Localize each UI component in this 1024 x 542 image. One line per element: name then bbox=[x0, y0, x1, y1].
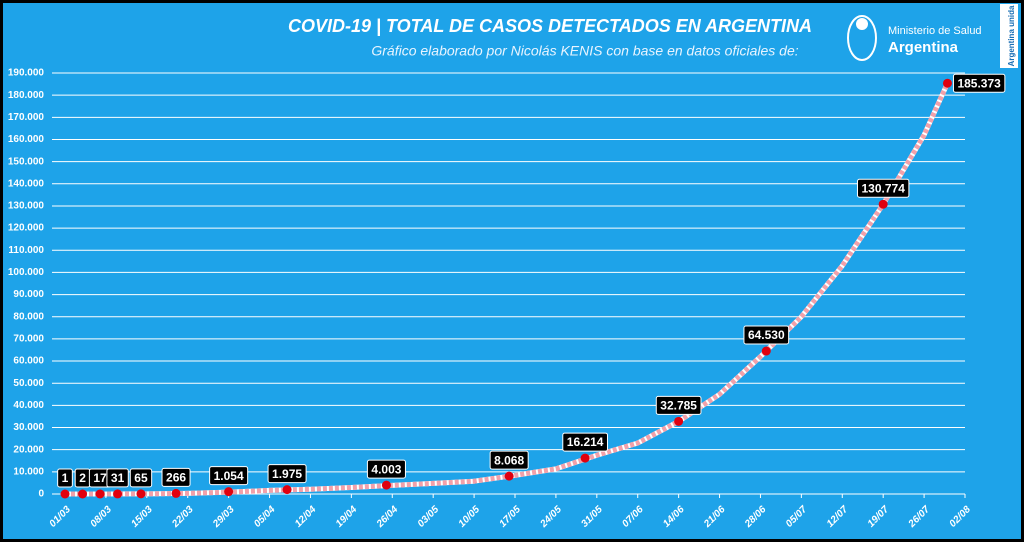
y-tick-label: 10.000 bbox=[13, 466, 44, 477]
value-label: 1.054 bbox=[209, 466, 249, 486]
value-label-text: 31 bbox=[111, 471, 125, 485]
value-label: 31 bbox=[106, 468, 129, 488]
value-label-text: 2 bbox=[79, 471, 86, 485]
point bbox=[504, 471, 514, 481]
y-tick-label: 110.000 bbox=[8, 245, 44, 256]
value-label-box bbox=[366, 459, 406, 479]
value-label: 16.214 bbox=[562, 432, 608, 452]
y-tick-label: 0 bbox=[38, 489, 44, 500]
logo-text: Argentina bbox=[888, 39, 959, 56]
value-label: 185.373 bbox=[952, 73, 1006, 93]
value-label-text: 32.785 bbox=[660, 399, 697, 413]
value-label-text: 64.530 bbox=[748, 328, 785, 342]
value-label-text: 8.068 bbox=[494, 453, 524, 467]
value-label: 266 bbox=[161, 467, 191, 487]
value-label-text: 266 bbox=[166, 471, 186, 485]
value-label: 1 bbox=[57, 468, 73, 488]
value-label: 32.785 bbox=[655, 395, 702, 415]
value-label-text: 1.054 bbox=[214, 469, 244, 483]
logo-text: Ministerio de Salud bbox=[888, 25, 982, 37]
y-tick-label: 70.000 bbox=[13, 334, 44, 345]
y-tick-label: 140.000 bbox=[8, 178, 45, 189]
y-tick-label: 20.000 bbox=[13, 444, 44, 455]
value-label: 17 bbox=[88, 468, 112, 488]
value-label-box bbox=[489, 450, 529, 470]
value-label-text: 16.214 bbox=[567, 435, 604, 449]
y-tick-label: 170.000 bbox=[8, 112, 45, 123]
value-label: 4.003 bbox=[366, 459, 406, 479]
value-label: 65 bbox=[129, 468, 153, 488]
point bbox=[78, 489, 88, 499]
point bbox=[95, 489, 105, 499]
point bbox=[761, 346, 771, 356]
point bbox=[136, 489, 146, 499]
y-tick-label: 80.000 bbox=[13, 311, 44, 322]
value-label-box bbox=[209, 466, 249, 486]
y-tick-label: 60.000 bbox=[13, 356, 44, 367]
value-label-box bbox=[952, 73, 1006, 93]
point bbox=[942, 78, 952, 88]
value-label: 64.530 bbox=[743, 325, 790, 345]
value-label-text: 1 bbox=[62, 471, 69, 485]
y-tick-label: 90.000 bbox=[13, 289, 44, 300]
point bbox=[878, 199, 888, 209]
y-tick-label: 100.000 bbox=[8, 267, 45, 278]
value-label-box bbox=[129, 468, 153, 488]
y-tick-label: 190.000 bbox=[8, 68, 45, 79]
value-label: 1.975 bbox=[267, 464, 307, 484]
y-tick-label: 160.000 bbox=[8, 134, 45, 145]
value-label-box bbox=[267, 464, 307, 484]
badge bbox=[1000, 4, 1018, 68]
y-tick-label: 30.000 bbox=[13, 422, 44, 433]
point bbox=[674, 416, 684, 426]
y-tick-label: 40.000 bbox=[13, 400, 44, 411]
value-label-box bbox=[106, 468, 129, 488]
value-label-box bbox=[743, 325, 790, 345]
point bbox=[580, 453, 590, 463]
y-tick-label: 50.000 bbox=[13, 378, 44, 389]
chart-title: COVID-19 | TOTAL DE CASOS DETECTADOS EN … bbox=[288, 16, 812, 36]
value-label: 130.774 bbox=[856, 178, 910, 198]
logo: Ministerio de Salud Argentina bbox=[847, 15, 982, 61]
value-label: 2 bbox=[74, 468, 91, 488]
badge-text: Argentina unida bbox=[1007, 5, 1016, 66]
value-label-text: 17 bbox=[93, 471, 107, 485]
logo-shield bbox=[847, 15, 877, 61]
point bbox=[224, 487, 234, 497]
value-label-text: 130.774 bbox=[861, 181, 905, 195]
y-tick-label: 150.000 bbox=[8, 156, 45, 167]
point bbox=[60, 489, 70, 499]
y-tick-label: 130.000 bbox=[8, 201, 45, 212]
value-label-box bbox=[655, 395, 702, 415]
line bbox=[64, 82, 950, 497]
value-label-text: 4.003 bbox=[371, 462, 401, 476]
y-tick-label: 180.000 bbox=[8, 90, 45, 101]
value-label-box bbox=[161, 467, 191, 487]
point bbox=[171, 488, 181, 498]
value-label-text: 65 bbox=[134, 471, 148, 485]
y-tick-label: 120.000 bbox=[8, 223, 45, 234]
value-label: 8.068 bbox=[489, 450, 529, 470]
value-label-text: 185.373 bbox=[957, 76, 1001, 90]
chart-subtitle: Gráfico elaborado por Nicolás KENIS con … bbox=[371, 43, 798, 59]
value-label-text: 1.975 bbox=[272, 467, 302, 481]
value-label-box bbox=[562, 432, 608, 452]
logo-sun bbox=[856, 18, 868, 30]
value-label-box bbox=[57, 468, 73, 488]
value-label-box bbox=[856, 178, 910, 198]
point bbox=[282, 485, 292, 495]
point bbox=[113, 489, 123, 499]
point bbox=[381, 480, 391, 490]
